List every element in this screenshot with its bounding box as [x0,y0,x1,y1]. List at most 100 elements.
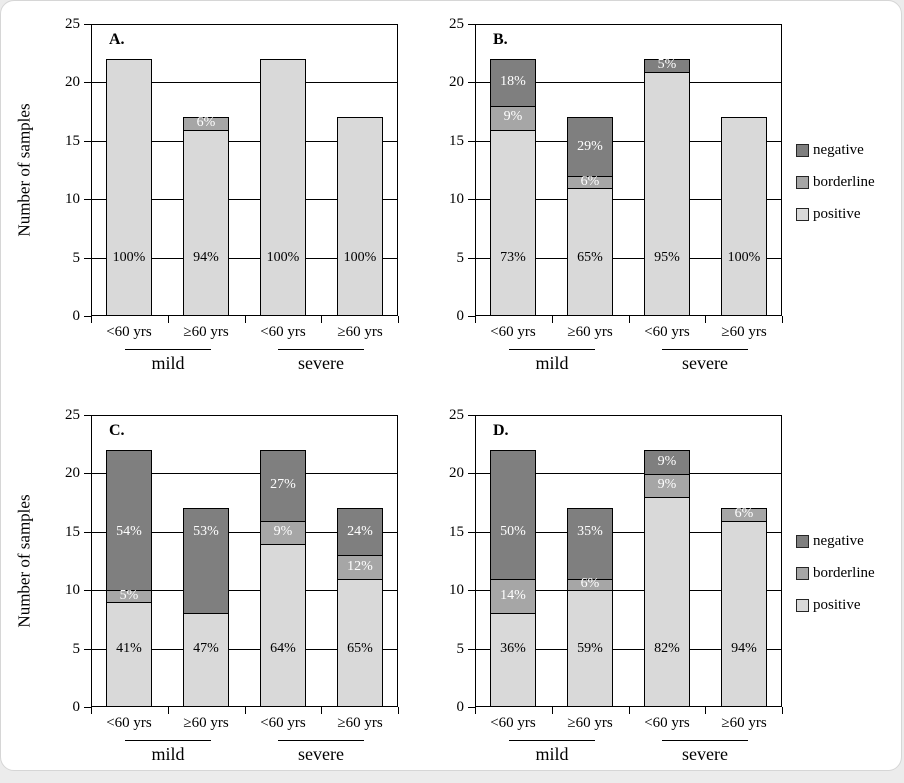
x-axis-tick [168,316,169,323]
percent-label-positive: 64% [270,641,296,656]
legend: negative borderline positive [796,137,875,233]
bar-segment-borderline [261,520,305,544]
panel-letter: D. [493,422,509,439]
chart-panel-d: 0 5 10 15 20 25 36% 14% 50% 59% 6% 35% 82% 9% 9% 94% 6% <… [449,392,904,783]
bar-segment-positive [184,129,228,315]
percent-label-borderline: 14% [500,588,526,603]
bar-segment-borderline [722,509,766,521]
bar-segment-positive [645,497,689,706]
y-tick-label: 10 [449,191,464,207]
legend-item-positive: positive [796,592,875,618]
gridline-20 [475,473,782,474]
legend-item-negative: negative [796,137,875,163]
group-underline [509,349,595,350]
y-tick-label: 0 [456,699,465,715]
y-axis-title-wrap: Number of samples [14,24,36,316]
y-tick-label: 20 [65,465,80,481]
x-axis-tick [782,707,783,714]
bar-segment-borderline [568,175,612,188]
bar-mild-ge60 [567,117,613,316]
bar-segment-borderline [107,590,151,602]
y-axis-tick [84,532,91,533]
x-axis-tick [475,707,476,714]
gridline-5 [91,258,398,259]
y-axis-tick [84,707,91,708]
bar-severe-ge60 [721,508,767,707]
legend: negative borderline positive [796,528,875,624]
y-axis-tick [84,82,91,83]
bar-segment-positive [568,590,612,706]
y-tick-label: 25 [449,407,464,423]
gridline-5 [475,258,782,259]
x-axis-tick [475,316,476,323]
group-label-mild: mild [151,744,185,764]
gridline-10 [475,199,782,200]
bar-segment-borderline [645,474,689,498]
percent-label-positive: 94% [731,641,757,656]
y-axis-tick [468,473,475,474]
y-axis-title: Number of samples [15,103,35,237]
group-underline [662,740,748,741]
x-axis-tick [705,707,706,714]
x-axis-tick [321,316,322,323]
percent-label-positive: 100% [266,250,300,265]
bar-mild-ge60 [183,117,229,316]
legend-label-positive: positive [813,205,861,222]
y-axis-tick [84,258,91,259]
bar-mild-lt60 [490,450,536,707]
bar-severe-lt60 [260,59,306,316]
y-axis-tick [84,141,91,142]
percent-label-borderline: 12% [347,559,373,574]
percent-label-positive: 47% [193,641,219,656]
x-axis-tick [91,316,92,323]
legend-swatch-borderline [796,566,809,580]
bar-segment-negative [645,451,689,475]
y-tick-label: 15 [65,524,80,540]
category-label: <60 yrs [260,324,306,340]
x-axis-tick [398,316,399,323]
percent-label-borderline: 9% [273,524,293,539]
percent-label-positive: 95% [654,250,680,265]
category-label: <60 yrs [644,715,690,731]
percent-label-borderline: 6% [580,174,600,189]
gridline-20 [475,82,782,83]
legend-label-positive: positive [813,596,861,613]
y-axis-tick [468,532,475,533]
x-axis-tick [245,707,246,714]
group-underline [125,740,211,741]
percent-label-borderline: 9% [657,477,677,492]
y-axis-tick [468,199,475,200]
group-underline [278,740,364,741]
percent-label-negative: 9% [657,454,677,469]
percent-label-positive: 100% [727,250,761,265]
group-label-severe: severe [682,744,728,764]
percent-label-negative: 18% [500,74,526,89]
bar-segment-negative [184,509,228,614]
bar-mild-ge60 [183,508,229,707]
percent-label-negative: 24% [347,524,373,539]
gridline-10 [91,590,398,591]
percent-label-borderline: 6% [196,115,216,130]
category-label: ≥60 yrs [183,324,229,340]
y-tick-label: 20 [65,74,80,90]
bar-segment-borderline [338,555,382,579]
gridline-5 [91,649,398,650]
x-axis-tick [398,707,399,714]
percent-label-positive: 100% [343,250,377,265]
y-tick-label: 20 [449,74,464,90]
y-axis-tick [468,258,475,259]
percent-label-positive: 82% [654,641,680,656]
panel-letter: A. [109,31,125,48]
y-tick-label: 15 [449,133,464,149]
bar-segment-positive [722,520,766,706]
bar-severe-lt60 [644,450,690,707]
group-label-mild: mild [151,353,185,373]
y-tick-label: 25 [65,16,80,32]
group-label-mild: mild [535,353,569,373]
bar-segment-positive [261,543,305,706]
legend-swatch-negative [796,143,809,157]
percent-label-borderline: 5% [119,588,139,603]
x-axis-tick [629,316,630,323]
